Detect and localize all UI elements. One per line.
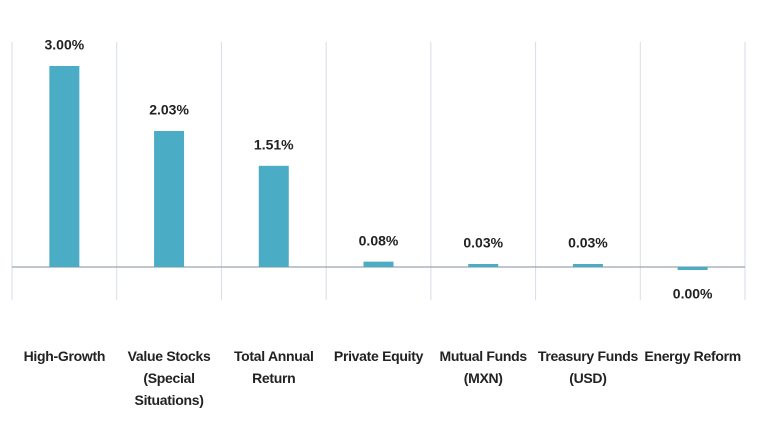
bar — [258, 165, 289, 267]
value-label: 0.03% — [463, 235, 503, 251]
bar — [468, 264, 499, 267]
bar — [363, 261, 394, 267]
value-label: 0.00% — [673, 286, 713, 302]
x-tick-label: High-Growth — [23, 348, 106, 364]
value-label: 1.51% — [254, 137, 294, 153]
x-tick-label: Mutual Funds (MXN) — [439, 348, 528, 386]
x-tick-label: Treasury Funds (USD) — [537, 348, 638, 386]
value-label: 2.03% — [149, 102, 189, 118]
x-tick-label: Energy Reform — [644, 348, 741, 364]
x-tick-label: Total Annual Return — [233, 348, 314, 386]
bar — [677, 267, 708, 270]
x-tick-label: Private Equity — [333, 348, 424, 364]
bar — [572, 264, 603, 267]
value-label: 0.08% — [359, 232, 399, 248]
value-label: 3.00% — [45, 37, 85, 53]
value-label: 0.03% — [568, 235, 608, 251]
bar — [49, 66, 80, 267]
bar — [154, 130, 185, 267]
x-tick-label: Value Stocks (Special Situations) — [127, 348, 211, 408]
